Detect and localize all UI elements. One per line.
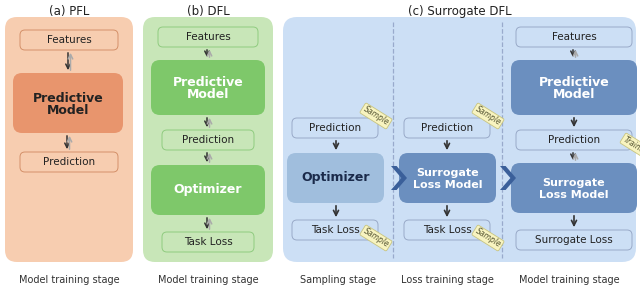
Text: Prediction: Prediction	[43, 157, 95, 167]
FancyBboxPatch shape	[511, 60, 637, 115]
Text: Trained: Trained	[621, 135, 640, 157]
Text: Predictive: Predictive	[33, 91, 104, 105]
Text: (c) Surrogate DFL: (c) Surrogate DFL	[408, 4, 511, 18]
Text: (a) PFL: (a) PFL	[49, 4, 89, 18]
FancyBboxPatch shape	[283, 17, 636, 262]
Polygon shape	[500, 166, 516, 190]
Polygon shape	[391, 166, 407, 190]
Text: Surrogate Loss: Surrogate Loss	[535, 235, 613, 245]
Text: Sample: Sample	[362, 226, 390, 249]
FancyBboxPatch shape	[292, 118, 378, 138]
Text: Sample: Sample	[362, 105, 390, 127]
FancyBboxPatch shape	[511, 163, 637, 213]
FancyBboxPatch shape	[287, 153, 384, 203]
Text: Prediction: Prediction	[548, 135, 600, 145]
Text: Predictive: Predictive	[173, 76, 243, 89]
Text: Surrogate: Surrogate	[416, 168, 479, 178]
Text: Features: Features	[47, 35, 92, 45]
FancyBboxPatch shape	[516, 230, 632, 250]
FancyBboxPatch shape	[162, 130, 254, 150]
FancyBboxPatch shape	[5, 17, 133, 262]
FancyBboxPatch shape	[404, 220, 490, 240]
Text: Prediction: Prediction	[309, 123, 361, 133]
FancyBboxPatch shape	[158, 27, 258, 47]
FancyBboxPatch shape	[292, 220, 378, 240]
Text: Loss Model: Loss Model	[413, 180, 483, 190]
FancyBboxPatch shape	[20, 152, 118, 172]
FancyBboxPatch shape	[516, 130, 632, 150]
Text: Task Loss: Task Loss	[184, 237, 232, 247]
Text: Optimizer: Optimizer	[173, 183, 243, 197]
Text: Model: Model	[47, 103, 89, 117]
FancyBboxPatch shape	[399, 153, 496, 203]
FancyBboxPatch shape	[404, 118, 490, 138]
FancyBboxPatch shape	[151, 60, 265, 115]
Text: Model: Model	[187, 88, 229, 101]
Text: Prediction: Prediction	[182, 135, 234, 145]
Text: Sample: Sample	[474, 226, 502, 249]
Text: Model: Model	[553, 88, 595, 101]
Text: Prediction: Prediction	[421, 123, 473, 133]
FancyBboxPatch shape	[20, 30, 118, 50]
Text: Surrogate: Surrogate	[543, 178, 605, 188]
Text: Task Loss: Task Loss	[310, 225, 360, 235]
FancyBboxPatch shape	[13, 73, 123, 133]
FancyBboxPatch shape	[162, 232, 254, 252]
FancyBboxPatch shape	[151, 165, 265, 215]
FancyBboxPatch shape	[143, 17, 273, 262]
Text: Model training stage: Model training stage	[518, 275, 620, 285]
Text: Model training stage: Model training stage	[19, 275, 119, 285]
Text: Features: Features	[552, 32, 596, 42]
Text: Predictive: Predictive	[539, 76, 609, 89]
Text: Loss training stage: Loss training stage	[401, 275, 494, 285]
Text: Sampling stage: Sampling stage	[300, 275, 376, 285]
Text: Loss Model: Loss Model	[540, 190, 609, 200]
Text: Features: Features	[186, 32, 230, 42]
Text: (b) DFL: (b) DFL	[187, 4, 229, 18]
Text: Optimizer: Optimizer	[301, 171, 370, 185]
Text: Sample: Sample	[474, 105, 502, 127]
Text: Task Loss: Task Loss	[422, 225, 472, 235]
FancyBboxPatch shape	[516, 27, 632, 47]
Text: Model training stage: Model training stage	[157, 275, 259, 285]
